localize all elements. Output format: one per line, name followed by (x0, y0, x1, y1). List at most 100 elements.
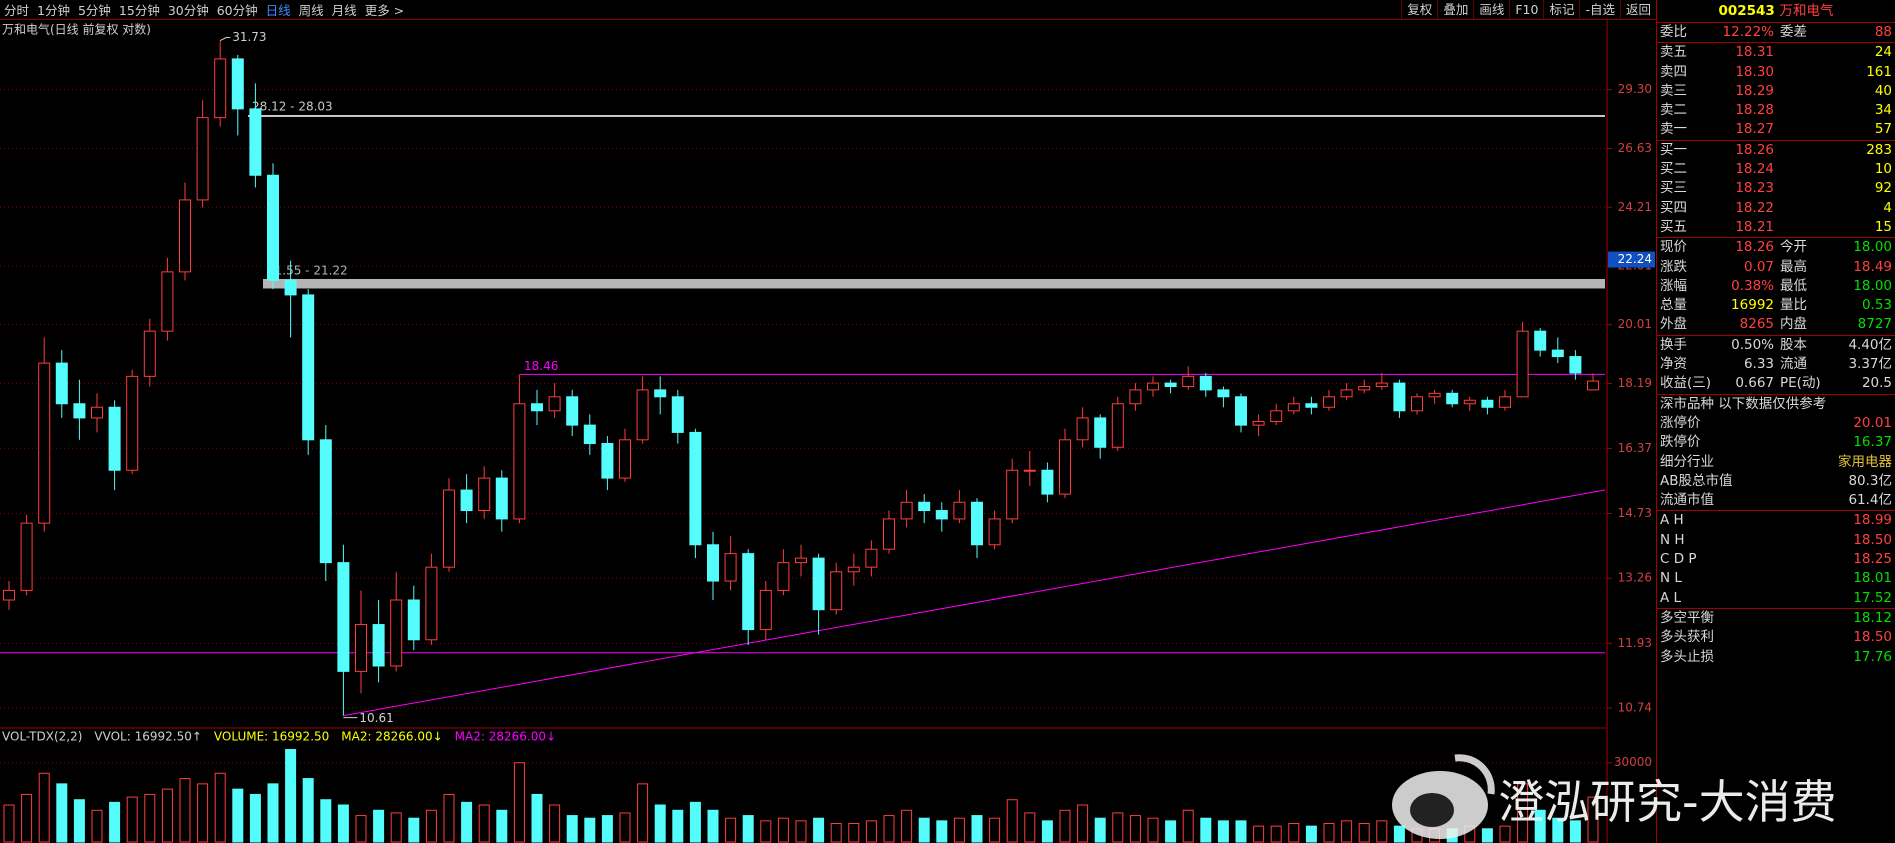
candle-body (566, 396, 579, 426)
candle-body (1411, 396, 1423, 412)
quote-value: 家用电器 (1838, 453, 1892, 470)
period-tab[interactable]: 更多 > (364, 3, 405, 18)
candle-body (1569, 356, 1582, 374)
quote-section: A H 18.99 N H 18.50 C D P 18.25 N L 18.01 A L 17.… (1657, 510, 1895, 607)
quote-label: 涨跌 (1660, 258, 1687, 275)
candle-body (1041, 469, 1054, 495)
period-tab[interactable]: 5分钟 (77, 3, 111, 18)
quote-value: 18.00 (1853, 239, 1892, 256)
quote-label: 买一 (1660, 141, 1687, 158)
quote-label: C D P (1660, 551, 1697, 568)
period-tab[interactable]: 分时 (4, 3, 30, 18)
quote-label: PE(动) (1780, 375, 1821, 392)
candle-body (724, 553, 737, 582)
quote-value: 17.76 (1853, 648, 1892, 665)
volume-bar (901, 809, 913, 843)
y-tick-label: 20.01 (1618, 317, 1652, 331)
volume-bar (1552, 817, 1564, 843)
volume-bar (1569, 820, 1581, 843)
quote-value: 61.4亿 (1848, 492, 1892, 509)
quote-row: 多空平衡 18.12 (1657, 609, 1895, 628)
stock-code: 002543 (1718, 3, 1775, 19)
quote-value: 40 (1874, 82, 1892, 99)
quote-row: 买五 18.21 15 (1657, 218, 1895, 237)
quote-label: 流通 (1780, 356, 1807, 373)
toolbar-button[interactable]: 标记 (1543, 0, 1579, 19)
volume-bar (1411, 828, 1423, 843)
quote-row: 涨跌 0.07 最高 18.49 (1657, 258, 1895, 277)
quote-value: 18.01 (1853, 570, 1892, 587)
toolbar-button[interactable]: 画线 (1473, 0, 1509, 19)
period-tab[interactable]: 30分钟 (167, 3, 209, 18)
toolbar-button[interactable]: -自选 (1579, 0, 1620, 19)
quote-row: A H 18.99 (1657, 511, 1895, 530)
toolbar-button[interactable]: F10 (1509, 0, 1543, 19)
volume-bar (1341, 820, 1353, 843)
volume-bar (496, 809, 508, 843)
volume-bar (1517, 783, 1529, 843)
quote-value: 20.01 (1853, 414, 1892, 431)
volume-bar (1587, 796, 1599, 843)
y-tick-label: 29.30 (1618, 82, 1652, 96)
peak-marker (219, 37, 231, 42)
quote-value: 283 (1866, 141, 1892, 158)
quote-value: 4 (1883, 199, 1892, 216)
candle-body (1076, 417, 1089, 441)
quote-label: 涨停价 (1660, 414, 1701, 431)
quote-value: 0.38% (1731, 277, 1774, 294)
volume-bar (126, 796, 138, 843)
candle-body (179, 199, 191, 273)
candle-body (443, 489, 455, 568)
volume-bar (408, 817, 420, 843)
volume-bar (1235, 820, 1247, 843)
period-tab[interactable]: 60分钟 (216, 3, 258, 18)
volume-bar (249, 793, 261, 843)
quote-label: 换手 (1660, 336, 1687, 353)
y-tick-label: 10.74 (1618, 701, 1652, 715)
volume-bar (654, 804, 666, 843)
period-tab[interactable]: 1分钟 (37, 3, 70, 18)
candle-body (355, 624, 367, 672)
quote-section: 卖五 18.31 24 卖四 18.30 161 卖三 18.29 40 卖二 18.28 34 卖一 1… (1657, 42, 1895, 139)
volume-bar (56, 783, 68, 843)
quote-value: 18.49 (1853, 258, 1892, 275)
candle-body (478, 477, 491, 512)
volume-bar (197, 783, 209, 843)
toolbar-button[interactable]: 返回 (1619, 0, 1656, 19)
period-tab[interactable]: 周线 (298, 3, 324, 18)
volume-legend: VOLUME: 16992.50 (214, 730, 329, 744)
volume-bar (390, 812, 402, 843)
period-tab[interactable]: 月线 (331, 3, 357, 18)
candle-body (337, 562, 350, 672)
quote-section: 委比 12.22% 委差 88 (1657, 22, 1895, 42)
period-tab[interactable]: 日线 (265, 3, 291, 18)
volume-bar (513, 762, 525, 843)
candle-body (1252, 421, 1265, 426)
volume-bar (813, 817, 825, 843)
quote-value: 18.21 (1735, 218, 1774, 235)
volume-bar (1253, 825, 1265, 843)
quote-section: 买一 18.26 283 买二 18.24 10 买三 18.23 92 买四 18.22 4 买五 18… (1657, 139, 1895, 237)
level-band (263, 278, 1605, 289)
quote-row: 卖五 18.31 24 (1657, 43, 1895, 62)
volume-bar (109, 801, 121, 843)
candle-body (601, 443, 614, 479)
candle-body (759, 589, 772, 631)
quote-label: 收益(三) (1660, 375, 1712, 392)
volume-bar (830, 823, 842, 843)
volume-bar (566, 815, 578, 843)
quote-value: 4.40亿 (1848, 336, 1892, 353)
toolbar-button[interactable]: 复权 (1401, 0, 1437, 19)
quote-label: 卖四 (1660, 63, 1687, 80)
trendline (343, 489, 1606, 717)
toolbar-button[interactable]: 叠加 (1437, 0, 1473, 19)
candle-body (847, 566, 860, 573)
quote-value: 18.23 (1735, 180, 1774, 197)
candle-body (1481, 399, 1494, 408)
quote-value: 8727 (1857, 316, 1892, 333)
period-tab[interactable]: 15分钟 (118, 3, 160, 18)
volume-bar (1270, 825, 1282, 843)
quote-value: 18.99 (1853, 512, 1892, 529)
quote-label: 卖五 (1660, 44, 1687, 61)
quote-label: 细分行业 (1660, 453, 1714, 470)
